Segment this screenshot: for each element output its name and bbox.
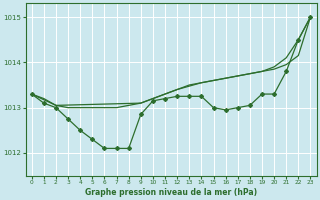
X-axis label: Graphe pression niveau de la mer (hPa): Graphe pression niveau de la mer (hPa) [85, 188, 257, 197]
